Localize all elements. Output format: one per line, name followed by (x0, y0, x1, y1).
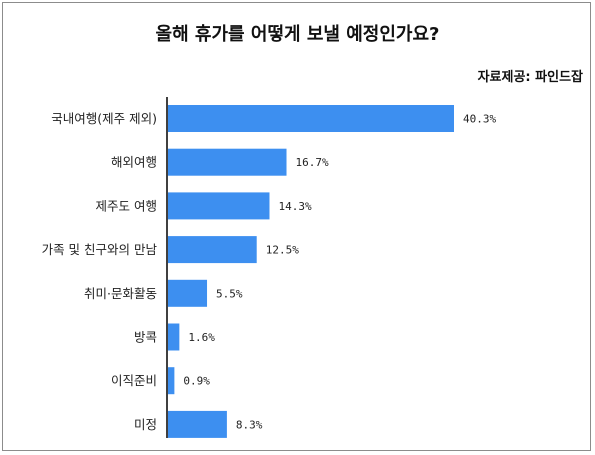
value-label: 12.5% (266, 244, 299, 257)
value-label: 40.3% (463, 113, 496, 126)
chart-title: 올해 휴가를 어떻게 보낼 예정인가요? (155, 24, 440, 45)
value-label: 8.3% (236, 418, 263, 431)
value-label: 0.9% (183, 375, 210, 388)
category-label: 미정 (134, 417, 157, 432)
value-label: 1.6% (188, 331, 215, 344)
bar (168, 410, 227, 438)
category-label: 이직준비 (111, 373, 157, 388)
bar (168, 367, 175, 395)
bar (168, 236, 257, 264)
category-label: 취미·문화활동 (84, 286, 157, 301)
bar (168, 148, 287, 176)
bar (168, 105, 454, 132)
value-label: 14.3% (278, 200, 311, 213)
category-label: 제주도 여행 (96, 198, 157, 213)
category-label: 가족 및 친구와의 만남 (42, 242, 158, 257)
category-label: 해외여행 (111, 155, 157, 170)
chart-frame (2, 2, 591, 451)
bar (168, 323, 180, 351)
bar (168, 192, 270, 220)
value-label: 5.5% (216, 287, 243, 300)
category-label: 국내여행(제주 제외) (51, 111, 157, 126)
bar (168, 279, 208, 307)
category-label: 방콕 (134, 330, 157, 345)
source-credit: 자료제공: 파인드잡 (477, 70, 583, 85)
value-label: 16.7% (296, 156, 329, 169)
